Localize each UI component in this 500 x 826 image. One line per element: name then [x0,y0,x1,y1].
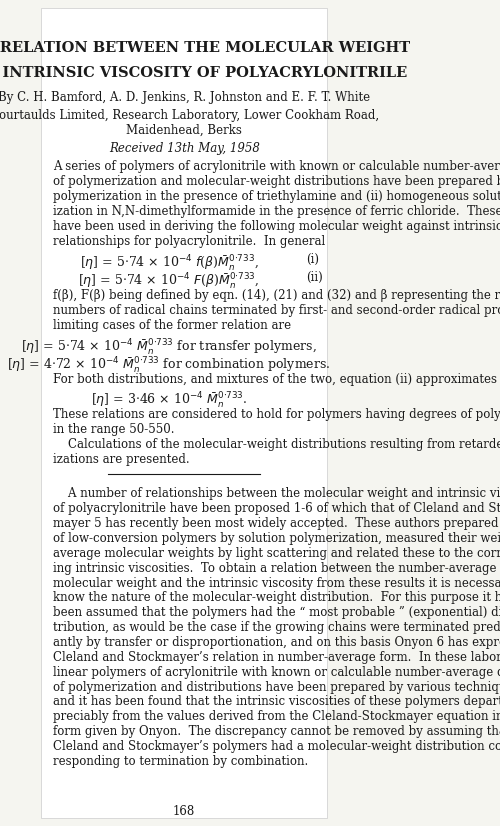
Text: Received 13th May, 1958: Received 13th May, 1958 [109,142,260,155]
Text: have been used in deriving the following molecular weight against intrinsic visc: have been used in deriving the following… [53,220,500,233]
Text: (ii): (ii) [306,271,323,284]
Text: polymerization in the presence of triethylamine and (ii) homogeneous solution po: polymerization in the presence of trieth… [53,190,500,203]
Text: ing intrinsic viscosities.  To obtain a relation between the number-average: ing intrinsic viscosities. To obtain a r… [53,562,496,575]
Text: tribution, as would be the case if the growing chains were terminated predomin-: tribution, as would be the case if the g… [53,621,500,634]
Text: Calculations of the molecular-weight distributions resulting from retarded polym: Calculations of the molecular-weight dis… [53,438,500,451]
Text: been assumed that the polymers had the “ most probable ” (exponential) dis-: been assumed that the polymers had the “… [53,606,500,620]
Text: f(β), F(β) being defined by eqn. (14), (21) and (32) and β representing the rati: f(β), F(β) being defined by eqn. (14), (… [53,289,500,302]
Text: limiting cases of the former relation are: limiting cases of the former relation ar… [53,319,292,332]
Text: antly by transfer or disproportionation, and on this basis Onyon 6 has expressed: antly by transfer or disproportionation,… [53,636,500,649]
Text: ization in N,N-dimethylformamide in the presence of ferric chloride.  These mate: ization in N,N-dimethylformamide in the … [53,205,500,218]
Text: of polymerization and molecular-weight distributions have been prepared by (i) b: of polymerization and molecular-weight d… [53,175,500,188]
Text: of polymerization and distributions have been prepared by various techniques: of polymerization and distributions have… [53,681,500,694]
Text: THE RELATION BETWEEN THE MOLECULAR WEIGHT: THE RELATION BETWEEN THE MOLECULAR WEIGH… [0,41,410,55]
FancyBboxPatch shape [41,8,328,818]
Text: For both distributions, and mixtures of the two, equation (ii) approximates clos: For both distributions, and mixtures of … [53,373,500,387]
Text: numbers of radical chains terminated by first- and second-order radical processe: numbers of radical chains terminated by … [53,304,500,317]
Text: [$\eta$] = 5$\cdot$74 $\times$ 10$^{-4}$ $F$($\beta$)$\bar{M}_n^{0{\cdot}733}$,: [$\eta$] = 5$\cdot$74 $\times$ 10$^{-4}$… [78,271,260,291]
Text: (i): (i) [306,253,319,266]
Text: [$\eta$] = 4$\cdot$72 $\times$ 10$^{-4}$ $\bar{M}_n^{0{\cdot}733}$ for combinati: [$\eta$] = 4$\cdot$72 $\times$ 10$^{-4}$… [8,355,330,375]
Text: form given by Onyon.  The discrepancy cannot be removed by assuming that: form given by Onyon. The discrepancy can… [53,725,500,738]
Text: These relations are considered to hold for polymers having degrees of polymeriza: These relations are considered to hold f… [53,408,500,421]
Text: responding to termination by combination.: responding to termination by combination… [53,755,308,768]
Text: Maidenhead, Berks: Maidenhead, Berks [126,124,242,137]
Text: [$\eta$] = 5$\cdot$74 $\times$ 10$^{-4}$ $f$($\beta$)$\bar{M}_n^{0{\cdot}733}$,: [$\eta$] = 5$\cdot$74 $\times$ 10$^{-4}$… [80,253,258,273]
Text: 168: 168 [173,805,196,819]
Text: relationships for polyacrylonitrile.  In general: relationships for polyacrylonitrile. In … [53,235,326,248]
Text: AND INTRINSIC VISCOSITY OF POLYACRYLONITRILE: AND INTRINSIC VISCOSITY OF POLYACRYLONIT… [0,66,408,80]
Text: [$\eta$] = 5$\cdot$74 $\times$ 10$^{-4}$ $\bar{M}_n^{0{\cdot}733}$ for transfer : [$\eta$] = 5$\cdot$74 $\times$ 10$^{-4}$… [21,337,317,357]
Text: izations are presented.: izations are presented. [53,453,190,466]
Text: Cleland and Stockmayer’s polymers had a molecular-weight distribution cor-: Cleland and Stockmayer’s polymers had a … [53,740,500,753]
Text: Cleland and Stockmayer’s relation in number-average form.  In these laboratories: Cleland and Stockmayer’s relation in num… [53,651,500,664]
Text: molecular weight and the intrinsic viscosity from these results it is necessary : molecular weight and the intrinsic visco… [53,577,500,590]
Text: and it has been found that the intrinsic viscosities of these polymers depart ap: and it has been found that the intrinsic… [53,695,500,709]
Text: By C. H. Bamford, A. D. Jenkins, R. Johnston and E. F. T. White: By C. H. Bamford, A. D. Jenkins, R. John… [0,91,370,104]
Text: A series of polymers of acrylonitrile with known or calculable number-average de: A series of polymers of acrylonitrile wi… [53,160,500,173]
Text: of low-conversion polymers by solution polymerization, measured their weight-: of low-conversion polymers by solution p… [53,532,500,545]
Text: linear polymers of acrylonitrile with known or calculable number-average degrees: linear polymers of acrylonitrile with kn… [53,666,500,679]
Text: Courtaulds Limited, Research Laboratory, Lower Cookham Road,: Courtaulds Limited, Research Laboratory,… [0,109,379,122]
Text: [$\eta$] = 3$\cdot$46 $\times$ 10$^{-4}$ $\bar{M}_n^{0{\cdot}733}$.: [$\eta$] = 3$\cdot$46 $\times$ 10$^{-4}$… [90,390,248,410]
Text: know the nature of the molecular-weight distribution.  For this purpose it has: know the nature of the molecular-weight … [53,591,500,605]
Text: average molecular weights by light scattering and related these to the correspon: average molecular weights by light scatt… [53,547,500,560]
Text: mayer 5 has recently been most widely accepted.  These authors prepared a series: mayer 5 has recently been most widely ac… [53,517,500,530]
Text: in the range 50-550.: in the range 50-550. [53,423,174,436]
Text: A number of relationships between the molecular weight and intrinsic viscosity: A number of relationships between the mo… [53,487,500,501]
Text: preciably from the values derived from the Cleland-Stockmayer equation in the: preciably from the values derived from t… [53,710,500,724]
Text: of polyacrylonitrile have been proposed 1-6 of which that of Cleland and Stock-: of polyacrylonitrile have been proposed … [53,502,500,515]
